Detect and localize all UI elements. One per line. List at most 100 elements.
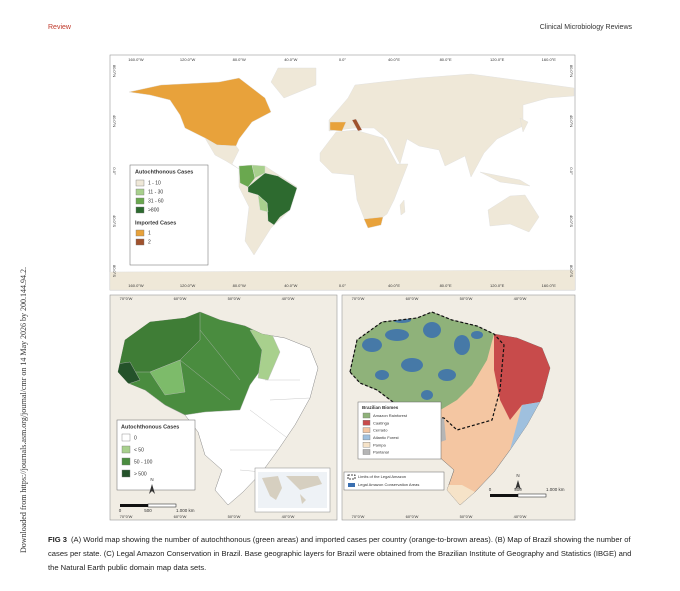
legend-title: Autochthonous Cases <box>135 169 193 175</box>
legend-swatch <box>135 206 145 214</box>
lon-label: 80.0°E <box>440 283 452 288</box>
legend-swatch <box>135 197 145 205</box>
lon-label: 50°0'W <box>460 296 473 301</box>
lon-label: 80.0°E <box>440 57 452 62</box>
lon-label: 120.0°W <box>180 283 196 288</box>
lon-label: 50°0'W <box>460 514 473 519</box>
lon-label: 120.0°W <box>180 57 196 62</box>
lon-label: 80.0°W <box>233 57 246 62</box>
legend-item: 0 <box>134 435 137 441</box>
lat-label: 40.0°S <box>569 215 574 227</box>
legend-swatch <box>121 445 131 454</box>
legend-swatch <box>121 469 131 478</box>
legend-item: Pampa <box>373 442 386 447</box>
lon-label: 160.0°W <box>128 283 144 288</box>
legend-item: Legal Amazon Conservation Areas <box>358 482 419 487</box>
side-note: Downloaded from https://journals.asm.org… <box>19 267 28 553</box>
scale-label: 500 <box>514 487 522 492</box>
lon-label: 70°0'W <box>352 296 365 301</box>
legend-item: > 500 <box>134 471 147 477</box>
scale-label: 0 <box>119 508 122 513</box>
lon-label: 50°0'W <box>228 514 241 519</box>
lon-label: 70°0'W <box>120 296 133 301</box>
legend-item: Cerrado <box>373 428 388 433</box>
lat-label: 40.0°N <box>569 115 574 127</box>
legend-item: 2 <box>148 239 151 245</box>
legend-swatch <box>362 427 371 433</box>
legend-item: Limits of the Legal Amazon <box>358 474 406 479</box>
lon-label: 70°0'W <box>352 514 365 519</box>
legend-item: 31 - 60 <box>148 198 164 204</box>
scale-label: 1.000 km <box>546 487 565 492</box>
caption-text: (A) World map showing the number of auto… <box>48 535 632 572</box>
legend-item: 1 - 10 <box>148 180 161 186</box>
lon-label: 40°0'W <box>514 296 527 301</box>
lon-label: 40.0°E <box>388 57 400 62</box>
lat-label: 40.0°S <box>112 215 117 227</box>
brazil-biomes-map <box>341 294 576 521</box>
caption-label: FIG 3 <box>48 535 67 544</box>
legend-swatch <box>135 229 145 237</box>
legend-swatch <box>362 420 371 426</box>
legend-swatch <box>121 457 131 466</box>
lat-label: 80.0°S <box>112 265 117 277</box>
legend-swatch <box>135 179 145 187</box>
lat-label: 0.0° <box>569 167 574 175</box>
lat-label: 80.0°N <box>112 65 117 77</box>
legend-title: Imported Cases <box>135 220 176 226</box>
caption: FIG 3 (A) World map showing the number of… <box>48 533 638 575</box>
legend-item: Caatinga <box>373 420 390 425</box>
legend-item: 50 - 100 <box>134 459 153 465</box>
header-left: Review <box>48 24 72 31</box>
lon-label: 40.0°W <box>284 283 297 288</box>
header-right: Clinical Microbiology Reviews <box>540 24 633 31</box>
scale-label: 0 <box>489 487 492 492</box>
legend-title: Autochthonous Cases <box>121 424 179 430</box>
lon-label: 120.0°E <box>490 57 505 62</box>
north-label: N <box>516 473 519 478</box>
lon-label: 60°0'W <box>174 296 187 301</box>
legend-item: 1 <box>148 230 151 236</box>
scale-label: 500 <box>144 508 152 513</box>
legend-swatch <box>121 433 131 442</box>
lon-label: 160.0°W <box>128 57 144 62</box>
legend-item: 11 - 30 <box>148 189 163 195</box>
brazil-cases-map <box>109 294 338 521</box>
lat-label: 80.0°S <box>569 265 574 277</box>
legend-item: >800 <box>148 207 159 213</box>
lat-label: 40.0°N <box>112 115 117 127</box>
legend-item: Pantanal <box>373 450 389 455</box>
lon-label: 60°0'W <box>406 514 419 519</box>
legend-title: Brazilian Biomes <box>362 405 399 410</box>
legend-swatch <box>135 238 145 246</box>
legend-swatch <box>362 412 371 419</box>
legend-item: Amazon Rainforest <box>373 413 408 418</box>
lat-label: 80.0°N <box>569 65 574 77</box>
legend-swatch <box>362 449 371 455</box>
lon-label: 40°0'W <box>282 514 295 519</box>
lon-label: 60°0'W <box>406 296 419 301</box>
legend-swatch <box>135 188 145 196</box>
legend-swatch <box>362 434 371 441</box>
lon-label: 160.0°E <box>542 57 557 62</box>
north-label: N <box>150 477 153 482</box>
lon-label: 40°0'W <box>282 296 295 301</box>
lon-label: 0.0° <box>339 283 347 288</box>
lon-label: 70°0'W <box>120 514 133 519</box>
lon-label: 60°0'W <box>174 514 187 519</box>
lon-label: 120.0°E <box>490 283 505 288</box>
lon-label: 80.0°W <box>233 283 246 288</box>
lon-label: 0.0° <box>339 57 347 62</box>
world-map <box>109 54 576 291</box>
legend-item: Atlantic Forest <box>373 435 399 440</box>
lon-label: 40.0°W <box>284 57 297 62</box>
legend-item: < 50 <box>134 447 144 453</box>
lat-label: 0.0° <box>112 167 117 175</box>
lon-label: 40°0'W <box>514 514 527 519</box>
legend-swatch <box>362 442 371 448</box>
lon-label: 160.0°E <box>542 283 557 288</box>
scale-label: 1.000 km <box>176 508 195 513</box>
lon-label: 50°0'W <box>228 296 241 301</box>
